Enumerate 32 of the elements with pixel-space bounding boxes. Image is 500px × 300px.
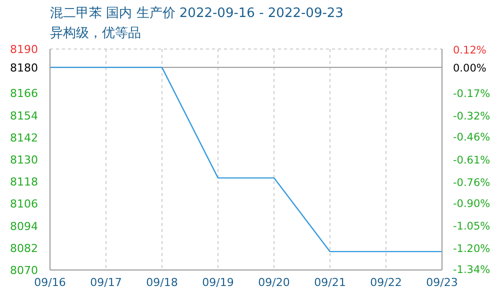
- chart-title: 混二甲苯 国内 生产价 2022-09-16 - 2022-09-23: [50, 5, 344, 22]
- y2-tick-label: -0.90%: [453, 198, 490, 210]
- y-tick-label: 8180: [10, 61, 38, 74]
- x-tick-label: 09/20: [258, 276, 290, 289]
- y-tick-label: 8070: [10, 264, 38, 277]
- y-tick-label: 8106: [10, 198, 38, 211]
- y2-tick-label: -1.05%: [453, 220, 490, 233]
- y2-tick-label: 0.00%: [453, 62, 486, 74]
- y-tick-label: 8118: [10, 176, 38, 189]
- y-tick-label: 8082: [10, 242, 38, 255]
- x-tick-label: 09/18: [146, 276, 178, 289]
- x-tick-label: 09/19: [202, 276, 234, 289]
- y-tick-label: 8142: [10, 131, 38, 144]
- x-tick-label: 09/21: [314, 276, 346, 289]
- y2-tick-label: -1.20%: [453, 243, 490, 256]
- y-tick-label: 8130: [10, 154, 38, 166]
- y2-tick-label: -0.46%: [453, 132, 490, 144]
- y2-tick-label: -0.76%: [453, 176, 490, 189]
- x-tick-label: 09/22: [370, 276, 402, 289]
- y-tick-label: 8166: [10, 87, 38, 100]
- y2-tick-label: -0.32%: [453, 110, 490, 123]
- y-tick-label: 8154: [10, 109, 38, 122]
- y2-tick-label: -1.34%: [453, 264, 490, 276]
- x-tick-label: 09/16: [34, 276, 66, 289]
- y-tick-label: 8190: [10, 43, 38, 56]
- y-tick-label: 8094: [10, 220, 38, 233]
- x-tick-label: 09/23: [426, 276, 458, 289]
- x-tick-label: 09/17: [90, 276, 122, 289]
- y2-tick-label: -0.17%: [453, 88, 490, 100]
- y2-tick-label: 0.12%: [453, 44, 486, 56]
- y2-tick-label: -0.61%: [453, 154, 490, 166]
- chart-subtitle: 异构级，优等品: [50, 25, 141, 42]
